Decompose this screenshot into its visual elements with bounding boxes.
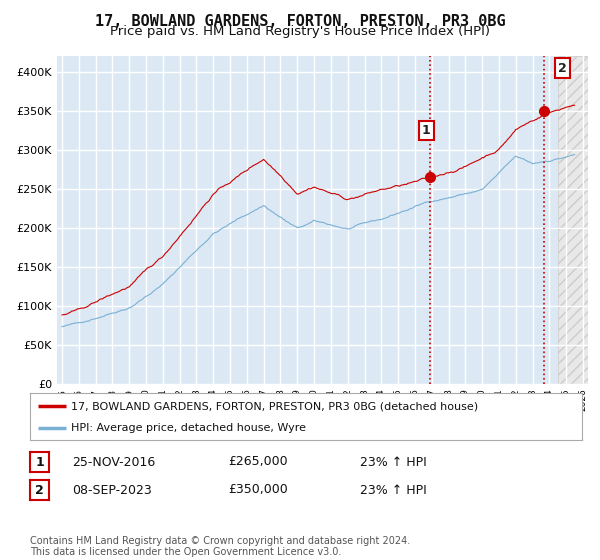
Text: Price paid vs. HM Land Registry's House Price Index (HPI): Price paid vs. HM Land Registry's House … [110, 25, 490, 38]
Text: HPI: Average price, detached house, Wyre: HPI: Average price, detached house, Wyre [71, 423, 307, 433]
Text: £350,000: £350,000 [228, 483, 288, 497]
Bar [558, 56, 588, 384]
Text: 23% ↑ HPI: 23% ↑ HPI [360, 483, 427, 497]
Text: 17, BOWLAND GARDENS, FORTON, PRESTON, PR3 0BG (detached house): 17, BOWLAND GARDENS, FORTON, PRESTON, PR… [71, 401, 479, 411]
Text: 25-NOV-2016: 25-NOV-2016 [72, 455, 155, 469]
Text: 2: 2 [35, 483, 44, 497]
Text: 08-SEP-2023: 08-SEP-2023 [72, 483, 152, 497]
Text: 23% ↑ HPI: 23% ↑ HPI [360, 455, 427, 469]
Text: 1: 1 [422, 124, 431, 137]
Text: £265,000: £265,000 [228, 455, 287, 469]
Text: 2: 2 [558, 62, 566, 74]
Text: 1: 1 [35, 455, 44, 469]
Bar [558, 56, 588, 384]
Text: 17, BOWLAND GARDENS, FORTON, PRESTON, PR3 0BG: 17, BOWLAND GARDENS, FORTON, PRESTON, PR… [95, 14, 505, 29]
Text: Contains HM Land Registry data © Crown copyright and database right 2024.
This d: Contains HM Land Registry data © Crown c… [30, 535, 410, 557]
